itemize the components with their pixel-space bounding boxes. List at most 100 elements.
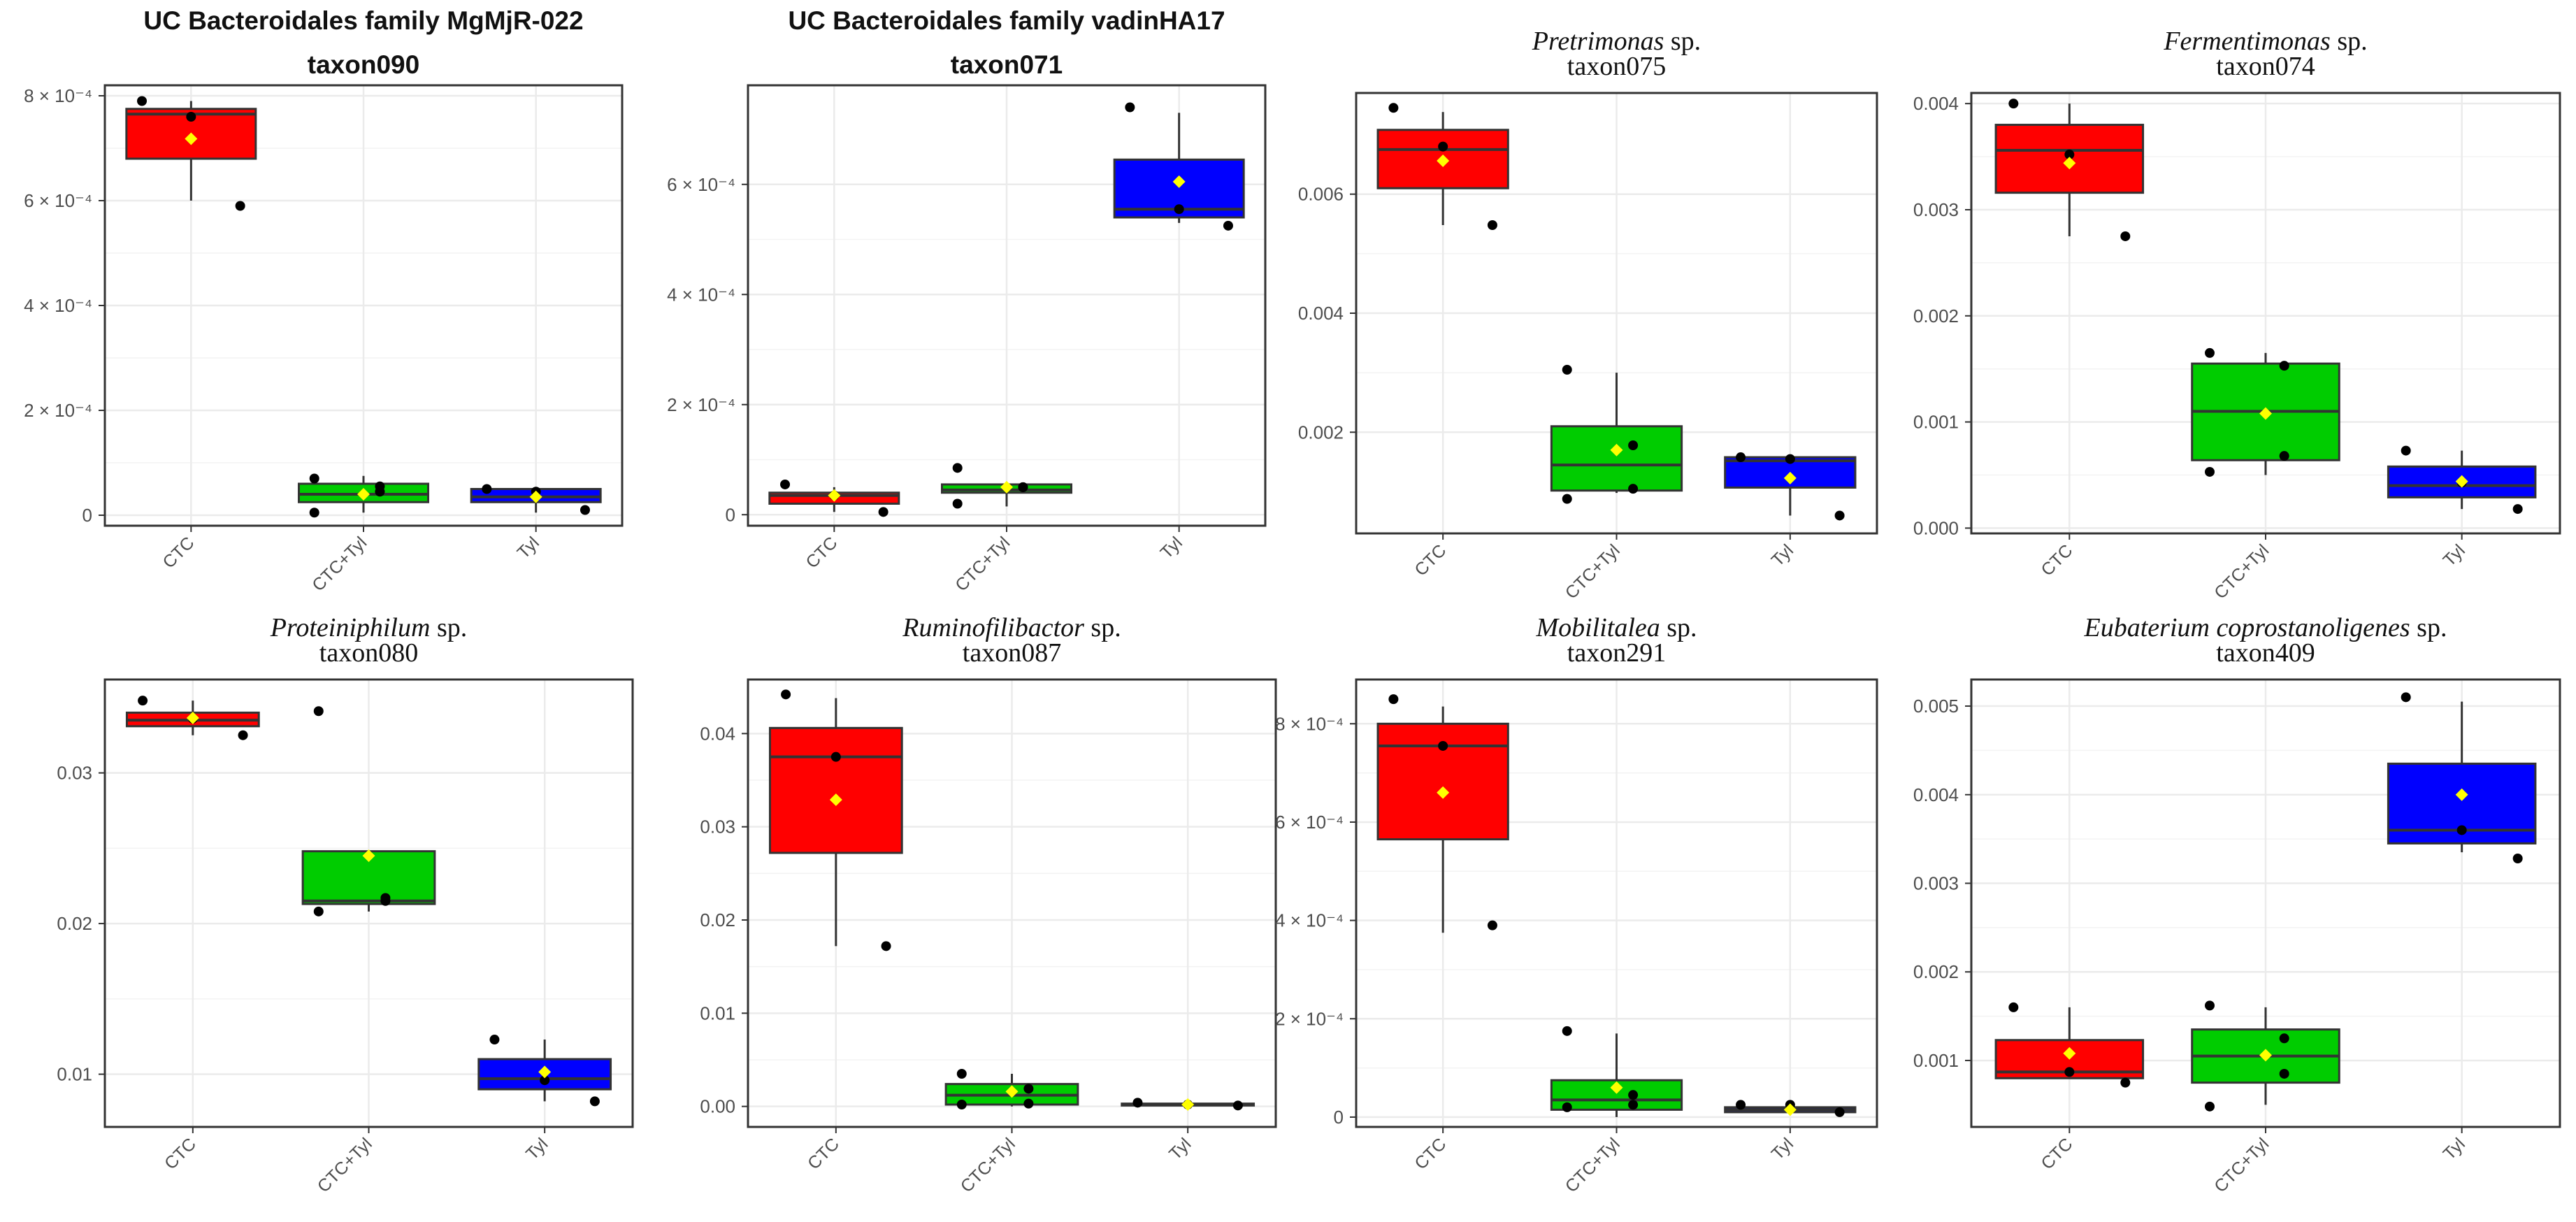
x-tick-label: CTC+Tyl [951,533,1014,595]
sample-point [580,505,590,515]
sample-point [1438,740,1448,751]
sample-point [313,706,324,717]
box-ctc [768,479,900,517]
y-tick-label: 2 × 10⁻⁴ [24,400,92,421]
sample-point [1628,440,1639,450]
sample-point [2008,1002,2019,1012]
sample-point [2512,504,2523,515]
x-tick-label: CTC+Tyl [1562,540,1624,603]
mean-marker [2455,475,2468,488]
x-tick-label: Tyl [514,533,543,562]
y-tick-label: 0.004 [1913,93,1959,114]
panel-3: Pretrimonas sp.taxon075 0.002 0.004 0.006 CT… [1298,27,1878,603]
sample-point [1628,484,1639,494]
y-tick-label: 8 × 10⁻⁴ [1275,713,1344,734]
sample-point [2205,1000,2215,1011]
x-tick-label: CTC [802,533,841,572]
sample-point [1736,452,1746,463]
panel-2: UC Bacteroidales family vadinHA17 taxon07… [667,6,1267,595]
box-tyl [1121,1098,1255,1111]
panel-5: Proteiniphilum sp.taxon080 0.01 0.02 0.03 CT… [57,613,634,1196]
mean-marker [2063,1047,2076,1060]
sample-point [1628,1100,1639,1110]
y-tick-label: 0.01 [57,1064,92,1085]
mean-marker [829,793,842,806]
y-tick-label: 0.004 [1913,784,1959,805]
y-tick-label: 0.004 [1298,303,1344,324]
x-tick-label: CTC [1411,1134,1450,1173]
y-tick-label: 0.02 [57,913,92,934]
sample-point [309,508,319,518]
box-ctc-plus-tyl [941,463,1072,509]
sample-point [1834,510,1845,521]
box-body [1550,425,1683,492]
box-ctc-plus-tyl [2191,1000,2340,1112]
panel-title: Eubaterium coprostanoligenes sp. [2084,613,2447,642]
x-tick-label: CTC [161,1134,200,1173]
sample-point [2456,825,2467,835]
sample-point [952,463,963,473]
x-tick-label: CTC [804,1134,843,1173]
box-tyl [1724,452,1857,521]
sample-point [1785,454,1795,464]
mean-marker [357,488,370,501]
x-tick-label: Tyl [2440,1134,2469,1163]
sample-point [309,473,319,484]
x-tick-label: CTC+Tyl [1562,1134,1624,1196]
x-tick-label: CTC+Tyl [308,533,370,595]
mean-marker [186,711,199,724]
y-tick-label: 4 × 10⁻⁴ [1275,910,1344,931]
x-tick-label: CTC [2037,540,2076,580]
sample-point [952,498,963,509]
sample-point [482,484,492,494]
sample-point [1628,1090,1639,1100]
y-tick-label: 6 × 10⁻⁴ [1275,812,1344,833]
mean-marker [1610,1081,1623,1094]
sample-point [2120,231,2131,241]
sample-point [2401,692,2411,703]
panel-title: UC Bacteroidales family MgMjR-022 [143,6,583,35]
sample-point [137,96,147,106]
sample-point [1132,1098,1143,1108]
sample-point [1125,102,1135,113]
x-tick-label: CTC [2037,1134,2076,1173]
box-body [768,726,903,854]
panel-taxon-label: taxon409 [2216,638,2315,668]
sample-point [1232,1100,1243,1111]
panel-title: Proteiniphilum sp. [270,613,467,642]
sample-point [1562,494,1572,504]
panel-taxon-label: taxon075 [1567,52,1666,81]
mean-marker [1783,471,1797,484]
box-ctc-plus-tyl [301,706,436,916]
box-ctc-plus-tyl [944,1069,1079,1109]
panel-title: Pretrimonas sp. [1532,27,1701,56]
box-ctc-plus-tyl [1550,1026,1683,1117]
sample-point [956,1100,967,1109]
x-tick-label: CTC+Tyl [314,1134,376,1196]
sample-point [1023,1098,1034,1109]
panel-taxon-label: taxon080 [319,638,418,668]
sample-point [881,941,891,951]
panel-8: Eubaterium coprostanoligenes sp.taxon409… [1913,613,2561,1196]
sample-point [2205,1101,2215,1112]
sample-point [2064,1067,2075,1077]
box-ctc [1376,103,1509,230]
mean-marker [362,849,375,863]
sample-point [1223,220,1233,231]
sample-point [2120,1077,2131,1088]
x-tick-label: Tyl [522,1134,552,1163]
sample-point [235,201,245,211]
box-ctc [768,689,903,951]
y-tick-label: 0.002 [1913,961,1959,982]
sample-point [780,479,791,489]
mean-marker [2063,157,2076,170]
panel-title: UC Bacteroidales family vadinHA17 [788,6,1225,35]
sample-point [1834,1107,1845,1117]
y-tick-label: 6 × 10⁻⁴ [24,190,92,211]
sample-point [2279,361,2289,371]
sample-point [186,112,196,122]
mean-marker [529,490,542,503]
sample-point [781,689,791,700]
mean-marker [2259,1049,2272,1062]
